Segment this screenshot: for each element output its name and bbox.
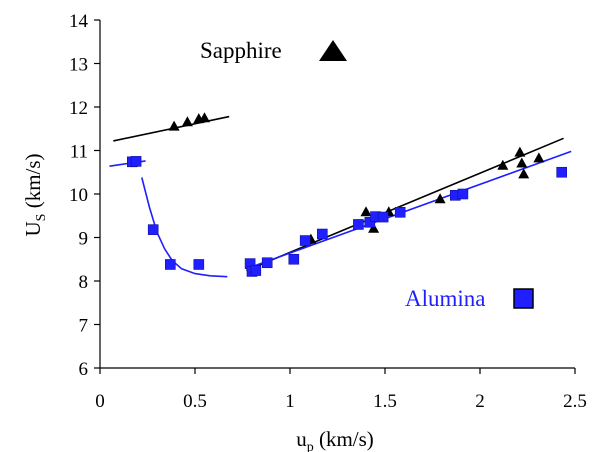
sapphire-point <box>181 116 193 127</box>
alumina-point <box>457 188 469 200</box>
y-tick-label: 7 <box>79 316 89 337</box>
sapphire-point <box>168 120 180 131</box>
alumina-point <box>193 259 205 270</box>
alumina-point <box>147 224 159 235</box>
sapphire-point <box>368 222 380 233</box>
y-tick-label: 10 <box>69 185 88 206</box>
sapphire-point <box>360 206 372 217</box>
alumina-point <box>250 265 262 276</box>
alumina-fit-line <box>246 150 572 270</box>
x-tick-label: 0.5 <box>183 391 207 412</box>
y-tick-label: 9 <box>79 229 89 250</box>
x-tick-label: 2 <box>475 391 485 412</box>
sapphire-point <box>514 146 526 157</box>
y-axis-label: US (km/s) <box>21 153 49 236</box>
x-tick-label: 1.5 <box>373 391 397 412</box>
legend-alumina-label: Alumina <box>405 286 486 311</box>
sapphire-point <box>516 157 528 168</box>
alumina-point <box>165 259 176 270</box>
sapphire-point <box>497 159 509 170</box>
sapphire-point <box>533 152 545 163</box>
alumina-point <box>130 156 142 167</box>
alumina-point <box>394 206 406 218</box>
legend-sapphire: Sapphire <box>200 38 347 63</box>
legend-sapphire-label: Sapphire <box>200 38 282 63</box>
y-tick-label: 14 <box>69 11 89 32</box>
alumina-point <box>288 253 300 265</box>
y-tick-label: 6 <box>79 359 89 380</box>
alumina-point <box>299 235 311 246</box>
sapphire-point <box>434 193 446 204</box>
y-tick-label: 13 <box>69 55 88 76</box>
y-tick-label: 8 <box>79 272 89 293</box>
sapphire-point <box>199 112 210 123</box>
alumina-point <box>377 211 389 223</box>
y-tick-label: 11 <box>70 142 88 163</box>
x-tick-label: 1 <box>285 391 295 412</box>
legend-square-marker <box>513 288 534 309</box>
tick-labels: 6 7 8 9 10 11 12 13 14 0 0.5 1 1.5 2 2.5 <box>69 11 587 412</box>
x-tick-label: 0 <box>95 391 105 412</box>
alumina-point <box>261 257 273 269</box>
alumina-point <box>364 216 376 228</box>
y-tick-label: 12 <box>69 98 88 119</box>
sapphire-fit-line <box>245 137 564 272</box>
alumina-point <box>556 166 568 178</box>
fit-lines <box>109 115 572 278</box>
markers <box>127 112 568 277</box>
alumina-point <box>353 219 364 230</box>
legend-triangle-marker <box>319 40 347 61</box>
legend-alumina: Alumina <box>405 286 534 311</box>
sapphire-point <box>518 168 530 179</box>
x-tick-label: 2.5 <box>563 391 587 412</box>
x-axis-label: up (km/s) <box>296 427 374 452</box>
alumina-point <box>316 228 328 240</box>
plot-frame <box>94 19 576 374</box>
